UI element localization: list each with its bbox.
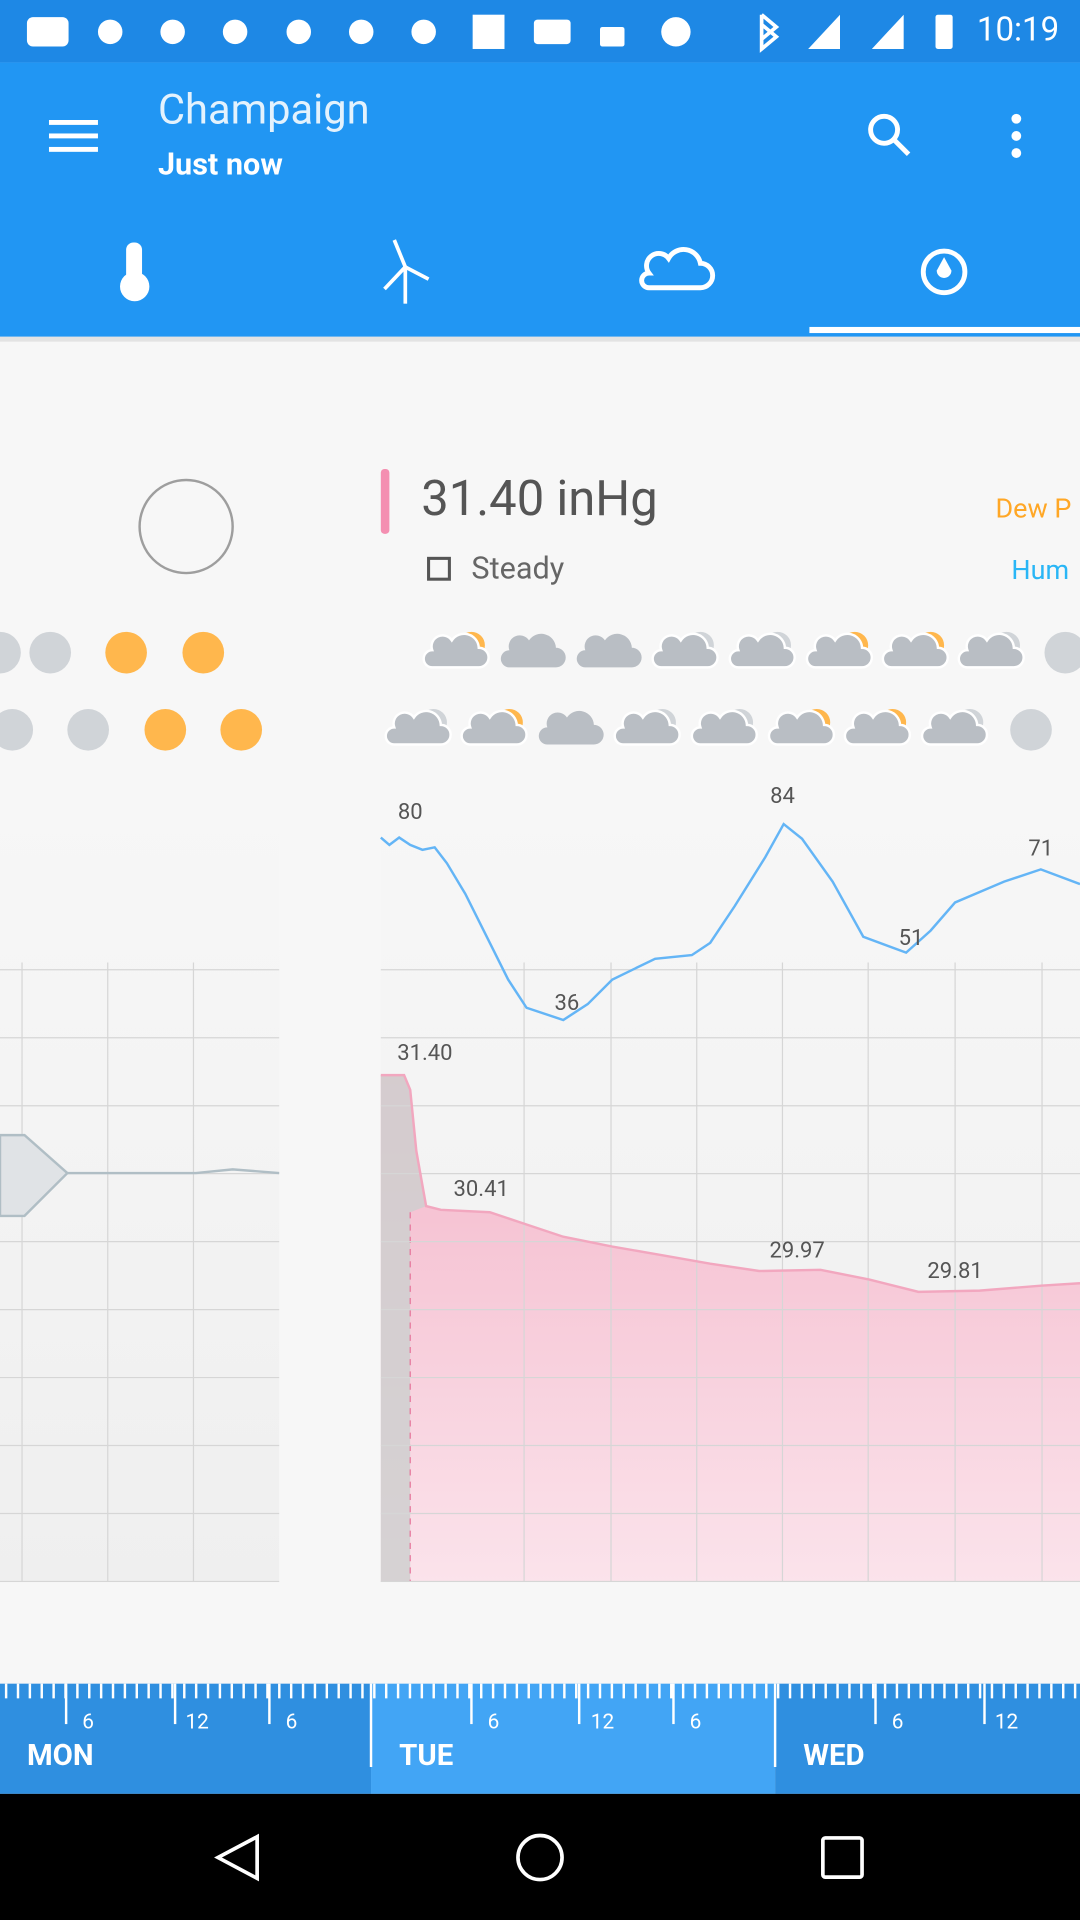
forecast-icon: [384, 707, 452, 746]
temperature-tab[interactable]: [120, 242, 150, 302]
humidity-line: [380, 822, 1080, 1022]
humidity-label: 36: [555, 991, 580, 1016]
timeline-labels: 6 12 6 6 12 6 6 12 MON TUE WED: [27, 1710, 1018, 1773]
pressure-value: 31.40 inHg: [421, 470, 658, 527]
condition-icon: [138, 478, 234, 575]
day-mon[interactable]: [0, 1683, 372, 1794]
humidity-label: 80: [398, 800, 423, 825]
clock: 10:19: [977, 11, 1059, 50]
location-title: Champaign: [158, 86, 370, 135]
grid: [0, 962, 1080, 1583]
forecast-icon: [843, 707, 912, 746]
forecast-dot: [1010, 708, 1052, 751]
forecast-icon: [805, 630, 874, 669]
back-button[interactable]: [214, 1833, 259, 1882]
pressure-label: 31.40: [397, 1041, 452, 1066]
day-wed[interactable]: [775, 1683, 1080, 1794]
menu-button[interactable]: [48, 120, 98, 152]
day-label: TUE: [399, 1739, 453, 1773]
humidity-label: Hum: [1011, 554, 1069, 586]
humidity-label: 51: [899, 926, 924, 951]
pressure-label: 29.97: [769, 1238, 824, 1263]
day-label: WED: [803, 1739, 864, 1773]
day-label: MON: [27, 1739, 94, 1773]
pressure-trend: Steady: [471, 552, 564, 587]
pressure-marker: [380, 468, 390, 534]
dew-point-label: Dew P: [996, 493, 1072, 525]
hour-label: 6: [82, 1710, 94, 1734]
graph-labels: 80 84 36 51 71 31.40 30.41 29.97 29.81: [397, 784, 1053, 1284]
search-button[interactable]: [868, 113, 911, 157]
forecast-dot: [1044, 631, 1080, 674]
forecast-dot: [182, 631, 225, 674]
hour-label: 12: [995, 1710, 1018, 1734]
forecast-icon: [576, 633, 642, 668]
humidity-label: 71: [1028, 837, 1053, 862]
day-tue[interactable]: [371, 1683, 776, 1794]
forecast-dot: [105, 631, 147, 674]
forecast-dot: [29, 631, 72, 674]
tab-shadow: [0, 336, 1080, 342]
past-shade: [380, 1075, 427, 1583]
more-button[interactable]: [1011, 113, 1022, 158]
forecast-icon: [651, 630, 719, 669]
pressure-line: [380, 1073, 1080, 1294]
forecast-dot: [144, 708, 187, 751]
left-series-shape: [0, 1133, 70, 1218]
humidity-tab[interactable]: [920, 248, 968, 296]
hour-label: 12: [185, 1710, 208, 1734]
forecast-icons: [0, 630, 1080, 751]
app-bar: [0, 62, 1080, 337]
trend-icon: [427, 556, 451, 581]
recents-button[interactable]: [821, 1836, 864, 1879]
cloud-tab[interactable]: [639, 247, 716, 291]
status-icons: [26, 13, 953, 53]
forecast-dot: [0, 631, 21, 674]
hour-label: 6: [488, 1710, 500, 1734]
forecast-icon: [690, 707, 758, 746]
pressure-label: 30.41: [454, 1177, 509, 1202]
home-button[interactable]: [516, 1833, 564, 1882]
forecast-icon: [728, 630, 796, 669]
forecast-icon: [538, 710, 604, 745]
tab-indicator: [809, 326, 1080, 334]
forecast-dot: [0, 708, 34, 751]
forecast-dot: [220, 708, 263, 751]
hour-label: 6: [892, 1710, 904, 1734]
wind-tab[interactable]: [383, 239, 430, 304]
hour-label: 6: [690, 1710, 702, 1734]
pressure-label: 29.81: [927, 1259, 982, 1284]
pressure-area: [380, 1075, 1080, 1583]
forecast-icon: [422, 630, 490, 669]
hour-label: 6: [286, 1710, 298, 1734]
nav-bar: [0, 1793, 1080, 1920]
hour-label: 12: [591, 1710, 614, 1734]
timeline-ticks: [4, 1683, 1077, 1767]
left-series-line: [67, 1168, 280, 1175]
forecast-icon: [920, 707, 989, 746]
forecast-icon: [767, 707, 836, 746]
humidity-label: 84: [770, 784, 795, 809]
forecast-icon: [500, 633, 566, 668]
forecast-icon: [957, 630, 1025, 669]
forecast-icon: [613, 707, 681, 746]
update-time: Just now: [158, 148, 283, 183]
forecast-icon: [881, 630, 949, 669]
forecast-icon: [460, 707, 528, 746]
forecast-dot: [67, 708, 109, 751]
